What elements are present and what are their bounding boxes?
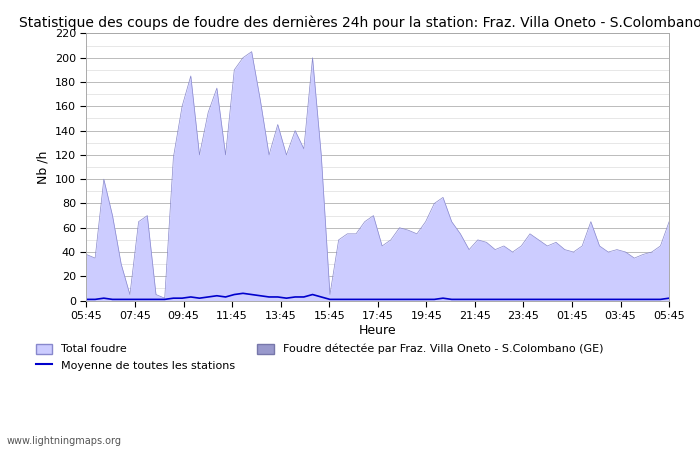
Text: www.lightningmaps.org: www.lightningmaps.org (7, 436, 122, 446)
X-axis label: Heure: Heure (359, 324, 397, 337)
Title: Statistique des coups de foudre des dernières 24h pour la station: Fraz. Villa O: Statistique des coups de foudre des dern… (19, 15, 700, 30)
Y-axis label: Nb /h: Nb /h (36, 150, 49, 184)
Legend: Total foudre, Moyenne de toutes les stations, Foudre détectée par Fraz. Villa On: Total foudre, Moyenne de toutes les stat… (31, 339, 608, 375)
